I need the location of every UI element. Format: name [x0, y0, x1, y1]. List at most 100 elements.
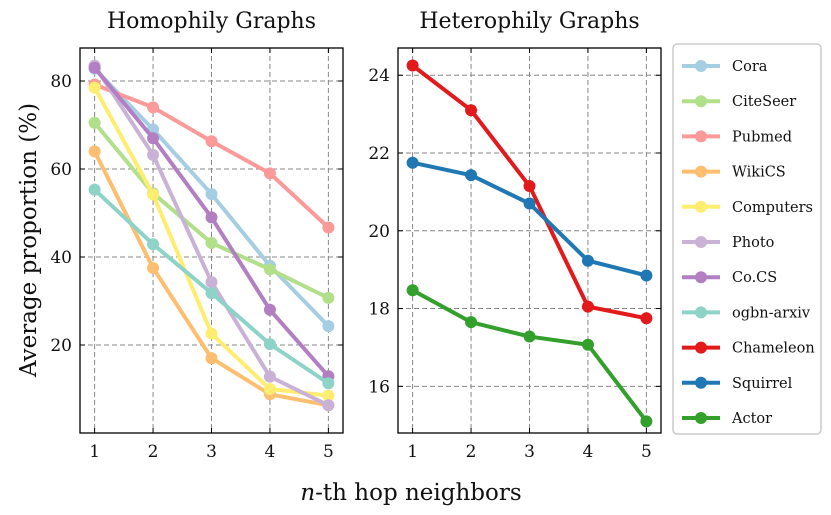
data-point-photo-3 [205, 276, 218, 289]
legend-label-squirrel: Squirrel [732, 376, 793, 392]
legend-label-co-cs: Co.CS [732, 270, 777, 286]
data-point-photo-2 [147, 148, 160, 161]
data-point-squirrel-4 [581, 254, 594, 267]
heterophily-x-tick-label-2: 2 [466, 442, 477, 462]
homophily-series-ogbn-arxiv [88, 183, 335, 390]
data-point-chameleon-3 [523, 180, 536, 193]
legend-frame [672, 43, 822, 435]
data-point-pubmed-5 [322, 221, 335, 234]
data-point-ogbn-arxiv-1 [88, 183, 101, 196]
data-point-computers-4 [263, 383, 276, 395]
data-point-wikics-3 [205, 352, 218, 365]
legend-swatch-marker-computers [695, 200, 707, 213]
data-point-chameleon-5 [640, 312, 653, 325]
legend-item-actor: Actor [682, 411, 772, 427]
legend-item-co-cs: Co.CS [682, 270, 777, 286]
legend-label-wikics: WikiCS [732, 165, 786, 181]
heterophily-y-tick-label-20: 20 [368, 222, 390, 242]
data-point-computers-1 [88, 81, 101, 94]
homophily-series-computers [88, 81, 335, 402]
legend-label-actor: Actor [731, 411, 772, 427]
legend-swatch-marker-citeseer [695, 95, 707, 108]
legend-swatch-marker-wikics [695, 165, 707, 178]
data-point-chameleon-2 [465, 104, 478, 117]
legend-label-computers: Computers [732, 200, 813, 216]
data-point-citeseer-4 [263, 263, 276, 276]
homophily-x-tick-label-5: 5 [323, 442, 334, 462]
legend-swatch-marker-co-cs [695, 271, 707, 284]
data-point-wikics-2 [147, 262, 160, 274]
data-point-computers-5 [322, 389, 335, 402]
legend-swatch-marker-chameleon [695, 341, 707, 354]
data-point-ogbn-arxiv-4 [263, 338, 276, 351]
legend-item-wikics: WikiCS [682, 165, 786, 181]
legend-swatch-marker-pubmed [695, 130, 707, 143]
legend-item-ogbn-arxiv: ogbn-arxiv [682, 305, 811, 321]
heterophily-y-tick-label-18: 18 [368, 300, 390, 320]
heterophily-series-squirrel [406, 156, 653, 282]
heterophily-series-chameleon [406, 59, 653, 325]
homophily-panel: 1 2 3 4 5 20 40 60 80 Homophily Graphs Average pro… [16, 9, 344, 462]
legend-label-chameleon: Chameleon [732, 341, 815, 357]
legend-item-computers: Computers [682, 200, 813, 216]
legend-label-cora: Cora [732, 59, 768, 75]
data-point-computers-2 [147, 188, 160, 201]
data-point-photo-5 [322, 399, 335, 412]
legend-item-cora: Cora [682, 59, 768, 75]
data-point-wikics-1 [88, 145, 101, 158]
heterophily-series-actor [406, 284, 653, 428]
data-point-squirrel-5 [640, 269, 653, 282]
data-point-computers-3 [205, 327, 218, 340]
heterophily-panel: 1 2 3 4 5 16 18 20 22 24 Heterophily Graphs [368, 9, 662, 462]
data-point-chameleon-4 [581, 300, 594, 313]
homophily-y-tick-label-20: 20 [50, 336, 72, 356]
data-point-citeseer-1 [88, 116, 101, 129]
heterophily-x-tick-label-4: 4 [583, 442, 594, 462]
data-point-chameleon-1 [406, 59, 419, 72]
heterophily-x-tick-label-5: 5 [641, 442, 652, 462]
heterophily-y-tick-label-22: 22 [368, 144, 390, 164]
homophily-y-tick-label-60: 60 [50, 160, 72, 180]
legend: Cora CiteSeer Pubmed WikiCS Computers Photo Co… [672, 43, 822, 435]
data-point-citeseer-3 [205, 236, 218, 249]
heterophily-y-tick-label-16: 16 [368, 377, 390, 397]
homophily-series-co-cs [88, 61, 335, 383]
legend-swatch-marker-actor [695, 412, 707, 424]
data-point-actor-2 [465, 316, 478, 329]
legend-item-photo: Photo [682, 235, 774, 251]
legend-swatch-marker-photo [695, 236, 707, 248]
data-point-actor-4 [581, 338, 594, 351]
data-point-photo-4 [263, 370, 276, 383]
data-point-cora-3 [205, 188, 218, 201]
data-point-co-cs-3 [205, 211, 218, 224]
data-point-pubmed-4 [263, 167, 276, 180]
homophily-y-axis-label: Average proportion (%) [16, 103, 42, 378]
data-point-actor-5 [640, 415, 653, 428]
data-point-citeseer-5 [322, 291, 335, 304]
data-point-ogbn-arxiv-2 [147, 238, 160, 251]
heterophily-title: Heterophily Graphs [419, 9, 639, 34]
legend-swatch-marker-squirrel [695, 376, 707, 389]
legend-item-citeseer: CiteSeer [682, 94, 796, 110]
data-point-actor-3 [523, 330, 536, 343]
homophily-title: Homophily Graphs [107, 9, 316, 34]
data-point-squirrel-1 [406, 156, 419, 169]
data-point-ogbn-arxiv-5 [322, 377, 335, 390]
legend-swatch-marker-ogbn-arxiv [695, 306, 707, 319]
shared-x-axis-label: n-th hop neighbors [300, 480, 521, 506]
data-point-co-cs-1 [88, 61, 101, 74]
homophily-x-tick-label-3: 3 [206, 442, 217, 462]
data-point-actor-1 [406, 284, 419, 297]
homophily-series-photo [88, 59, 335, 412]
legend-label-citeseer: CiteSeer [732, 94, 796, 110]
data-point-pubmed-2 [147, 101, 160, 114]
data-point-co-cs-2 [147, 132, 160, 145]
legend-swatch-marker-cora [695, 60, 707, 72]
data-point-cora-5 [322, 320, 335, 333]
homophily-x-tick-label-4: 4 [265, 442, 276, 462]
homophily-y-tick-label-80: 80 [50, 72, 72, 92]
legend-item-chameleon: Chameleon [682, 341, 815, 357]
data-point-ogbn-arxiv-3 [205, 287, 218, 300]
data-point-co-cs-4 [263, 303, 276, 316]
